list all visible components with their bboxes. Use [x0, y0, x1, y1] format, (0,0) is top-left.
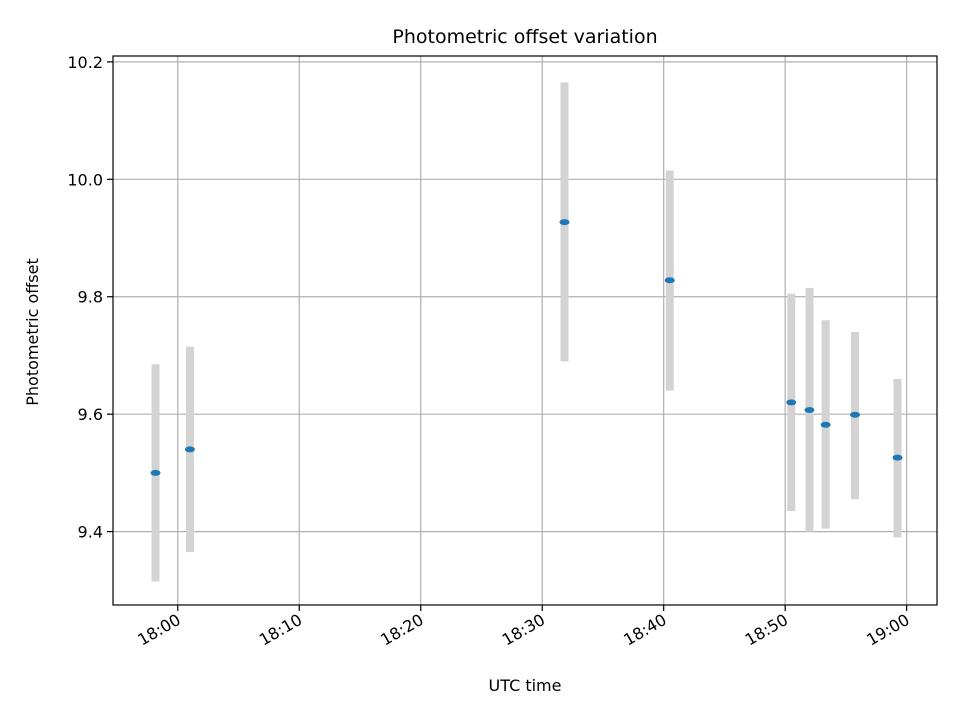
data-point: [664, 277, 675, 284]
data-point: [804, 407, 815, 414]
plot-frame: [112, 55, 938, 606]
data-point: [559, 219, 570, 226]
y-tick-label: 9.8: [78, 288, 103, 307]
data-points: [150, 219, 903, 476]
chart-title: Photometric offset variation: [392, 26, 657, 48]
y-tick-label: 9.4: [78, 523, 103, 542]
x-axis-label: UTC time: [489, 676, 562, 695]
data-point: [820, 421, 831, 428]
y-tick-label: 10.2: [67, 53, 103, 72]
data-point: [184, 446, 195, 453]
y-axis-ticks: 9.4 9.6 9.8 10.0 10.2: [67, 53, 113, 542]
data-point: [850, 411, 861, 418]
grid: [113, 56, 937, 605]
y-tick-label: 10.0: [67, 170, 103, 189]
data-point: [892, 454, 903, 461]
data-point: [786, 399, 797, 406]
data-point: [150, 469, 161, 476]
y-axis-label: Photometric offset: [23, 258, 42, 406]
y-tick-label: 9.6: [78, 405, 103, 424]
